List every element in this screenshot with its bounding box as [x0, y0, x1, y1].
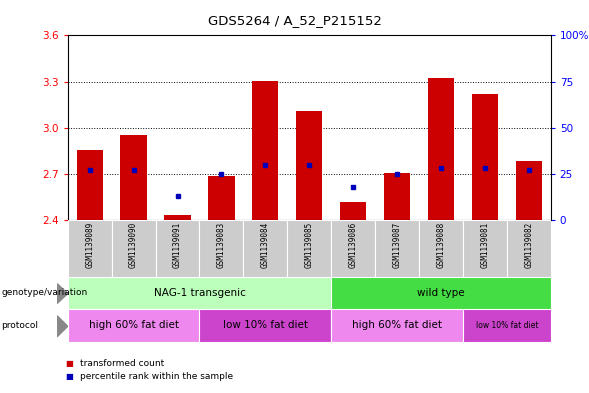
Text: high 60% fat diet: high 60% fat diet [352, 320, 442, 330]
Text: GSM1139082: GSM1139082 [524, 222, 533, 268]
Text: GSM1139081: GSM1139081 [481, 222, 489, 268]
Text: low 10% fat diet: low 10% fat diet [475, 321, 538, 330]
Bar [331, 277, 551, 309]
Bar [164, 215, 191, 220]
Bar [384, 173, 410, 220]
Bar [463, 220, 507, 277]
Bar [68, 277, 331, 309]
Text: transformed count: transformed count [80, 359, 164, 368]
Text: protocol: protocol [1, 321, 38, 330]
Text: GSM1139087: GSM1139087 [392, 222, 402, 268]
Bar [68, 220, 112, 277]
Bar [200, 309, 331, 342]
Text: high 60% fat diet: high 60% fat diet [88, 320, 178, 330]
Bar [331, 309, 463, 342]
Bar [515, 161, 542, 220]
Bar [331, 220, 375, 277]
Bar [507, 220, 551, 277]
Bar [200, 220, 243, 277]
Text: GSM1139086: GSM1139086 [349, 222, 358, 268]
Bar [472, 94, 498, 220]
Text: low 10% fat diet: low 10% fat diet [223, 320, 308, 330]
Bar [77, 150, 103, 220]
Text: GSM1139088: GSM1139088 [436, 222, 445, 268]
Text: wild type: wild type [417, 288, 465, 298]
Bar [252, 81, 279, 220]
Text: GDS5264 / A_52_P215152: GDS5264 / A_52_P215152 [207, 14, 382, 27]
Bar [296, 111, 322, 220]
Text: ■: ■ [65, 359, 72, 368]
Bar [375, 220, 419, 277]
Text: genotype/variation: genotype/variation [1, 288, 87, 297]
Bar [428, 78, 454, 220]
Text: GSM1139091: GSM1139091 [173, 222, 182, 268]
Bar [340, 202, 366, 220]
Text: NAG-1 transgenic: NAG-1 transgenic [154, 288, 246, 298]
Bar [419, 220, 463, 277]
Text: GSM1139089: GSM1139089 [85, 222, 94, 268]
Text: GSM1139085: GSM1139085 [305, 222, 314, 268]
Text: GSM1139084: GSM1139084 [261, 222, 270, 268]
Text: ■: ■ [65, 372, 72, 381]
Bar [120, 135, 147, 220]
Bar [463, 309, 551, 342]
Text: GSM1139083: GSM1139083 [217, 222, 226, 268]
Bar [155, 220, 200, 277]
Polygon shape [57, 316, 68, 337]
Bar [68, 309, 200, 342]
Bar [209, 176, 234, 220]
Text: GSM1139090: GSM1139090 [129, 222, 138, 268]
Bar [243, 220, 287, 277]
Bar [112, 220, 155, 277]
Bar [287, 220, 331, 277]
Polygon shape [57, 284, 68, 303]
Text: percentile rank within the sample: percentile rank within the sample [80, 372, 233, 381]
